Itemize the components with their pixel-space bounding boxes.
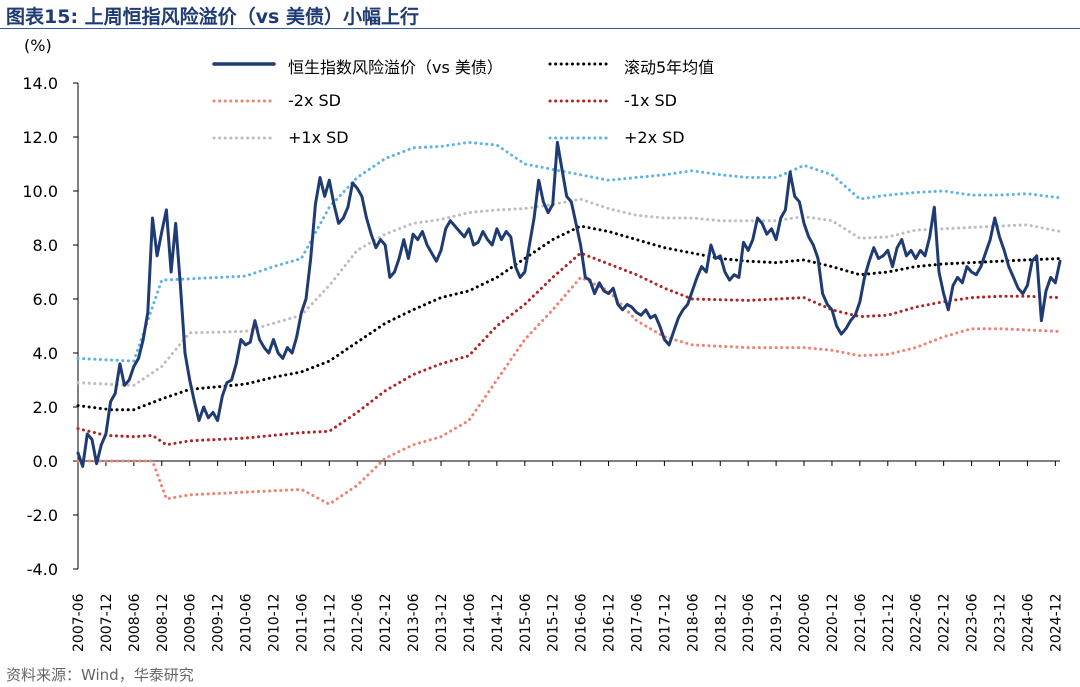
- x-tick-label: 2015-06: [518, 593, 534, 652]
- y-tick-label: 8.0: [33, 236, 58, 255]
- x-tick-label: 2009-06: [183, 593, 199, 652]
- x-tick-label: 2010-12: [266, 594, 282, 653]
- x-tick-label: 2018-12: [713, 594, 729, 653]
- legend-swatch-premium: [212, 62, 276, 66]
- legend-swatch-minus2: [212, 99, 276, 103]
- x-tick-label: 2014-12: [490, 594, 506, 653]
- y-tick-label: -2.0: [27, 506, 58, 525]
- x-tick-label: 2021-12: [881, 594, 897, 653]
- x-tick-label: 2020-12: [825, 594, 841, 653]
- x-tick-label: 2022-06: [909, 593, 925, 652]
- series-line-minus1: [76, 251, 1062, 447]
- legend-label-minus1: -1x SD: [624, 91, 677, 110]
- x-tick-label: 2017-06: [629, 593, 645, 652]
- series-line-premium: [76, 140, 1062, 468]
- x-tick-label: 2019-06: [741, 593, 757, 652]
- y-tick-label: 4.0: [33, 344, 58, 363]
- x-tick-label: 2024-12: [1048, 594, 1064, 653]
- x-tick-label: 2021-06: [853, 593, 869, 652]
- legend-swatch-rolling: [548, 62, 612, 66]
- y-tick-label: 6.0: [33, 290, 58, 309]
- x-tick-label: 2007-12: [99, 594, 115, 653]
- x-tick-label: 2020-06: [797, 593, 813, 652]
- y-tick-label: -4.0: [27, 560, 58, 579]
- y-tick-label: 14.0: [22, 74, 58, 93]
- x-tick-label: 2011-12: [322, 594, 338, 653]
- x-tick-label: 2007-06: [71, 593, 87, 652]
- x-tick-label: 2019-12: [769, 594, 785, 653]
- x-tick-label: 2013-12: [434, 594, 450, 653]
- source-note: 资料来源：Wind，华泰研究: [6, 666, 194, 684]
- x-tick-label: 2017-12: [657, 594, 673, 653]
- x-tick-label: 2009-12: [211, 594, 227, 653]
- x-tick-label: 2022-12: [937, 594, 953, 653]
- x-tick-label: 2018-06: [685, 593, 701, 652]
- series-line-plus2: [76, 140, 1062, 363]
- y-tick-label: 12.0: [22, 128, 58, 147]
- x-tick-label: 2012-12: [378, 594, 394, 653]
- series-line-plus1: [76, 197, 1062, 387]
- x-tick-label: 2015-12: [546, 594, 562, 653]
- legend-swatch-minus1: [548, 99, 612, 103]
- x-tick-label: 2010-06: [239, 593, 255, 652]
- y-tick-label: 0.0: [33, 452, 58, 471]
- y-tick-label: 2.0: [33, 398, 58, 417]
- legend-label-minus2: -2x SD: [288, 91, 341, 110]
- series-line-rolling: [76, 224, 1062, 412]
- x-tick-label: 2023-06: [965, 593, 981, 652]
- x-tick-label: 2008-06: [127, 593, 143, 652]
- x-tick-label: 2013-06: [406, 593, 422, 652]
- legend-label-plus1: +1x SD: [288, 128, 349, 147]
- x-tick-label: 2016-06: [574, 593, 590, 652]
- x-tick-label: 2011-06: [294, 593, 310, 652]
- x-tick-label: 2024-06: [1020, 593, 1036, 652]
- risk-premium-chart: 14.0 12.0 10.0 8.0 6.0 4.0 2.0 0.0 -2.0 -4.0 2007-…: [22, 74, 1064, 653]
- chart-title: 图表15: 上周恒指风险溢价（vs 美债）小幅上行: [6, 6, 419, 28]
- legend-label-rolling: 滚动5年均值: [624, 58, 715, 77]
- x-tick-label: 2012-06: [350, 593, 366, 652]
- legend-label-plus2: +2x SD: [624, 128, 685, 147]
- title-bar: 图表15: 上周恒指风险溢价（vs 美债）小幅上行: [0, 0, 1080, 29]
- legend-label-premium: 恒生指数风险溢价（vs 美债）: [288, 58, 503, 77]
- legend-swatch-plus1: [212, 136, 276, 140]
- x-tick-label: 2008-12: [155, 594, 171, 653]
- x-tick-label: 2014-06: [462, 593, 478, 652]
- y-tick-label: 10.0: [22, 182, 58, 201]
- x-tick-label: 2023-12: [992, 594, 1008, 652]
- x-tick-label: 2016-12: [602, 594, 618, 653]
- y-unit-label: (%): [24, 36, 52, 55]
- legend-swatch-plus2: [548, 136, 612, 140]
